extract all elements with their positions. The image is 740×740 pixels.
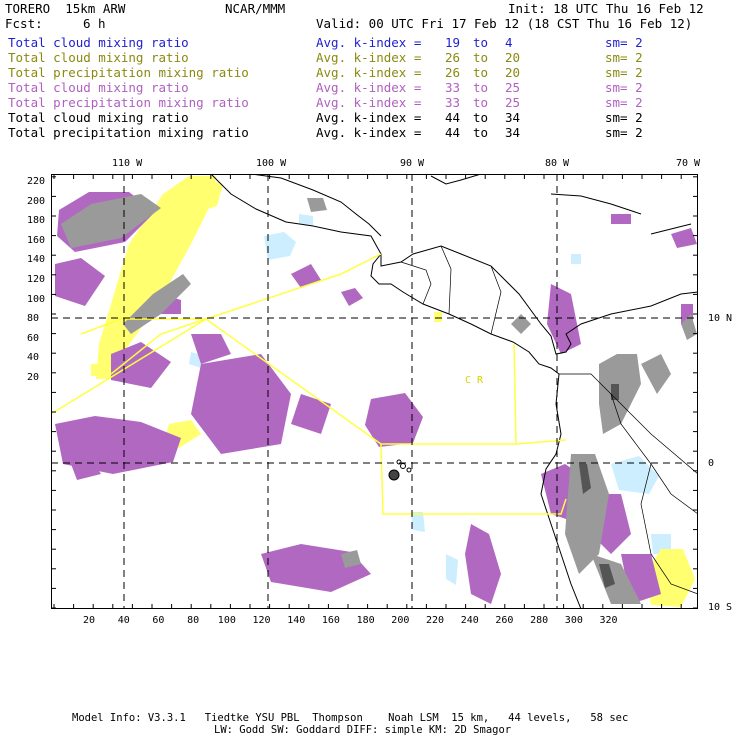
legend-field: Total cloud mixing ratio bbox=[8, 35, 189, 50]
legend-k1: 26 bbox=[445, 65, 461, 80]
legend-field: Total precipitation mixing ratio bbox=[8, 125, 249, 140]
y-grid-tick-label: 140 bbox=[27, 254, 46, 266]
map-frame bbox=[51, 174, 698, 609]
legend-avg: Avg. k-index = bbox=[316, 65, 422, 80]
legend-k2: 25 bbox=[505, 80, 521, 95]
legend-field: Total precipitation mixing ratio bbox=[8, 95, 249, 110]
legend-k1: 44 bbox=[445, 110, 461, 125]
legend-sm: sm= 2 bbox=[605, 110, 643, 125]
legend-to: to bbox=[473, 110, 489, 125]
graticule bbox=[51, 174, 698, 609]
legend-field: Total cloud mixing ratio bbox=[8, 110, 189, 125]
legend-k2: 20 bbox=[505, 65, 521, 80]
x-grid-tick-label: 320 bbox=[599, 615, 618, 626]
x-grid-tick-label: 180 bbox=[356, 615, 375, 626]
legend-to: to bbox=[473, 35, 489, 50]
y-grid-tick-label: 200 bbox=[27, 195, 46, 207]
footer-model-info: Model Info: V3.3.1 Tiedtke YSU PBL Thomp… bbox=[72, 712, 629, 724]
legend-k1: 33 bbox=[445, 80, 461, 95]
legend-to: to bbox=[473, 80, 489, 95]
y-grid-tick-label: 20 bbox=[27, 372, 40, 383]
legend-k2: 25 bbox=[505, 95, 521, 110]
lon-label: 80 W bbox=[545, 158, 570, 169]
lat-label: 10 N bbox=[708, 313, 733, 324]
legend-avg: Avg. k-index = bbox=[316, 110, 422, 125]
legend-field: Total precipitation mixing ratio bbox=[8, 65, 249, 80]
forecast-map: C R bbox=[51, 174, 698, 609]
x-grid-tick-label: 240 bbox=[460, 615, 479, 626]
y-grid-tick-label: 160 bbox=[27, 234, 46, 246]
x-grid-tick-label: 160 bbox=[321, 615, 340, 626]
valid-time: Valid: 00 UTC Fri 17 Feb 12 (18 CST Thu … bbox=[316, 16, 693, 31]
legend-to: to bbox=[473, 125, 489, 140]
dark-gray-cloud-cores bbox=[579, 384, 619, 588]
country-borders bbox=[400, 245, 698, 595]
fcst-label: Fcst: bbox=[5, 16, 43, 31]
legend-k2: 20 bbox=[505, 50, 521, 65]
region-label: C R bbox=[465, 375, 484, 386]
y-grid-tick-label: 120 bbox=[27, 274, 46, 285]
lon-label: 70 W bbox=[676, 158, 701, 169]
legend-to: to bbox=[473, 65, 489, 80]
lat-label: 10 S bbox=[708, 602, 733, 613]
model-title: TORERO 15km ARW bbox=[5, 1, 126, 16]
x-grid-tick-label: 300 bbox=[564, 615, 583, 626]
legend-to: to bbox=[473, 95, 489, 110]
legend-sm: sm= 2 bbox=[605, 50, 643, 65]
galapagos-islands bbox=[388, 459, 412, 481]
x-grid-tick-label: 20 bbox=[83, 615, 96, 626]
legend-sm: sm= 2 bbox=[605, 95, 643, 110]
x-grid-tick-label: 260 bbox=[495, 615, 514, 626]
y-grid-tick-label: 180 bbox=[27, 215, 46, 227]
x-grid-tick-label: 60 bbox=[152, 615, 165, 626]
lat-label: 0 bbox=[708, 458, 715, 469]
zone-boundaries bbox=[51, 253, 567, 515]
fcst-value: 6 h bbox=[83, 16, 106, 31]
legend-avg: Avg. k-index = bbox=[316, 35, 422, 50]
y-grid-tick-label: 40 bbox=[27, 352, 40, 364]
legend-field: Total cloud mixing ratio bbox=[8, 50, 189, 65]
lon-label: 110 W bbox=[112, 158, 143, 169]
y-grid-tick-label: 60 bbox=[27, 332, 40, 344]
legend-sm: sm= 2 bbox=[605, 65, 643, 80]
legend-avg: Avg. k-index = bbox=[316, 95, 422, 110]
legend-field: Total cloud mixing ratio bbox=[8, 80, 189, 95]
org-label: NCAR/MMM bbox=[225, 1, 286, 16]
lon-label: 100 W bbox=[256, 158, 287, 169]
x-grid-tick-label: 140 bbox=[287, 615, 306, 626]
legend-sm: sm= 2 bbox=[605, 80, 643, 95]
legend-k1: 19 bbox=[445, 35, 461, 50]
x-grid-tick-label: 80 bbox=[187, 615, 200, 626]
legend-k1: 33 bbox=[445, 95, 461, 110]
footer-physics-info: LW: Godd SW: Goddard DIFF: simple KM: 2D… bbox=[214, 724, 512, 736]
x-grid-tick-label: 120 bbox=[252, 615, 271, 626]
legend-sm: sm= 2 bbox=[605, 35, 643, 50]
x-grid-tick-label: 280 bbox=[530, 615, 549, 626]
legend-to: to bbox=[473, 50, 489, 65]
x-grid-tick-label: 200 bbox=[391, 615, 410, 626]
x-grid-tick-label: 100 bbox=[217, 615, 236, 626]
legend-k2: 4 bbox=[505, 35, 513, 50]
x-grid-tick-label: 220 bbox=[426, 615, 445, 626]
x-grid-tick-label: 40 bbox=[117, 615, 130, 626]
y-grid-tick-label: 80 bbox=[27, 313, 40, 325]
legend-avg: Avg. k-index = bbox=[316, 80, 422, 95]
legend-k2: 34 bbox=[505, 125, 521, 140]
legend-avg: Avg. k-index = bbox=[316, 50, 422, 65]
legend-sm: sm= 2 bbox=[605, 125, 643, 140]
lon-label: 90 W bbox=[400, 158, 425, 169]
y-grid-tick-label: 220 bbox=[27, 176, 46, 187]
legend-avg: Avg. k-index = bbox=[316, 125, 422, 140]
legend-k2: 34 bbox=[505, 110, 521, 125]
y-grid-tick-label: 100 bbox=[27, 293, 46, 305]
legend-k1: 26 bbox=[445, 50, 461, 65]
init-time: Init: 18 UTC Thu 16 Feb 12 bbox=[508, 1, 704, 16]
legend-k1: 44 bbox=[445, 125, 461, 140]
